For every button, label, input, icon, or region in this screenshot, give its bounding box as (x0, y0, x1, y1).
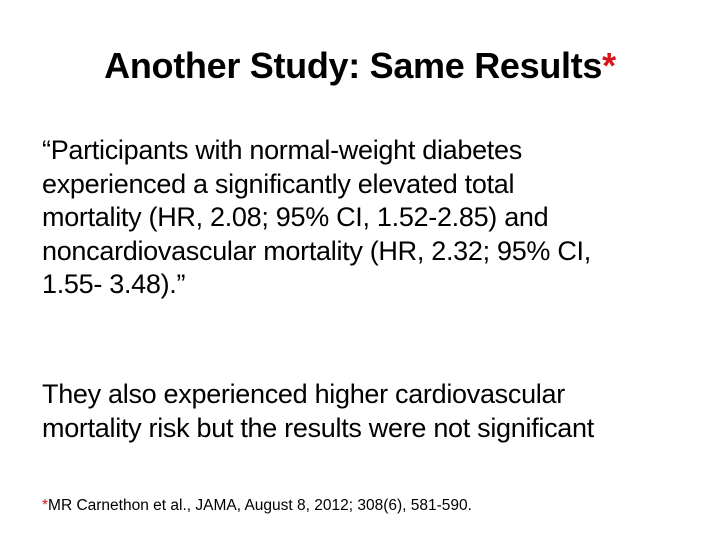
quote-line: 1.55- 3.48).” (42, 269, 186, 299)
quote-line: “Participants with normal-weight diabete… (42, 135, 522, 165)
quote-paragraph: “Participants with normal-weight diabete… (42, 134, 682, 302)
slide-title: Another Study: Same Results* (0, 44, 720, 88)
quote-line: experienced a significantly elevated tot… (42, 168, 515, 199)
reference-marker: * (42, 497, 49, 514)
body-line: They also experienced higher cardiovascu… (42, 379, 565, 409)
slide-title-text: Another Study: Same Results (104, 45, 603, 86)
reference-text: MR Carnethon et al., JAMA, August 8, 201… (48, 497, 472, 514)
body-line: mortality risk but the results were not … (42, 413, 594, 443)
body-paragraph: They also experienced higher cardiovascu… (42, 377, 692, 445)
reference-footnote: *MR Carnethon et al., JAMA, August 8, 20… (42, 496, 692, 516)
quote-line: mortality (HR, 2.08; 95% CI, 1.52-2.85) … (42, 202, 549, 232)
title-footnote-marker: * (602, 45, 616, 86)
quote-line: noncardiovascular mortality (HR, 2.32; 9… (42, 235, 591, 266)
